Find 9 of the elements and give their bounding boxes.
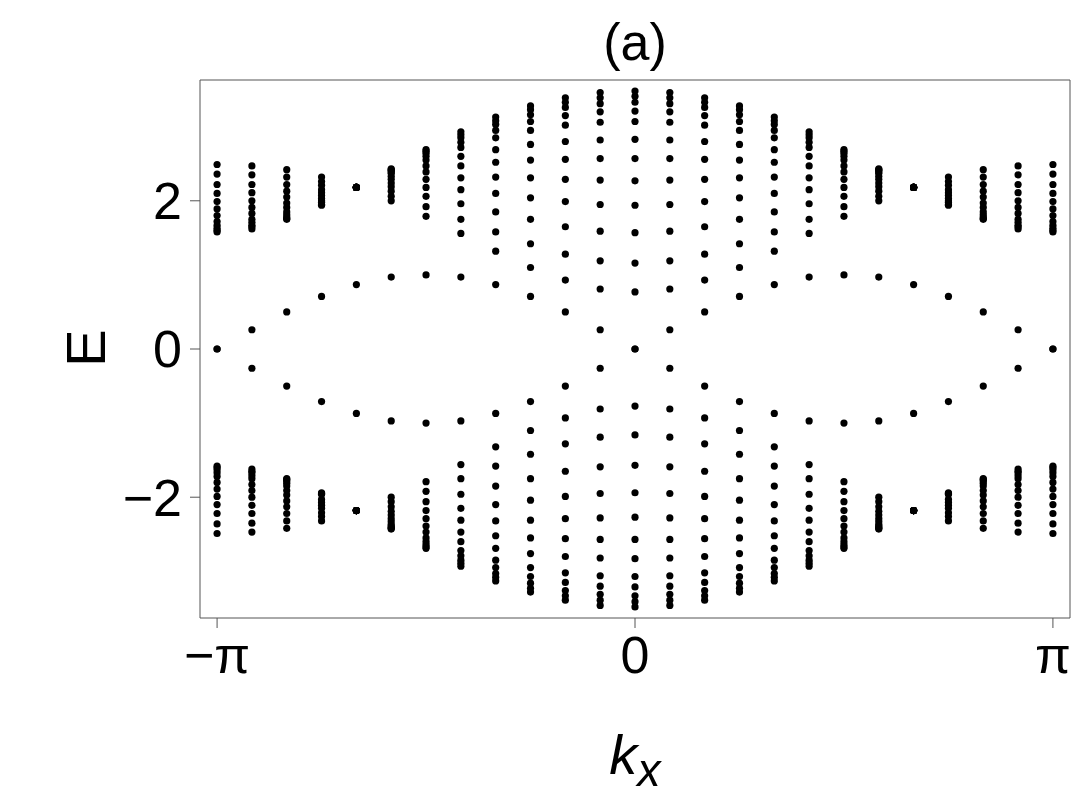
y-tick-label: 2 [153, 172, 182, 231]
x-tick-label: π [1034, 625, 1071, 684]
x-axis-title: k$_{x}$ [608, 722, 663, 799]
y-axis-title: E [54, 328, 117, 369]
x-tick-label: −π [183, 625, 251, 684]
chart-title: (a) [602, 12, 668, 72]
y-tick-label: −2 [122, 468, 182, 527]
y-tick-label: 0 [153, 320, 182, 379]
x-tick-label: 0 [620, 625, 650, 684]
